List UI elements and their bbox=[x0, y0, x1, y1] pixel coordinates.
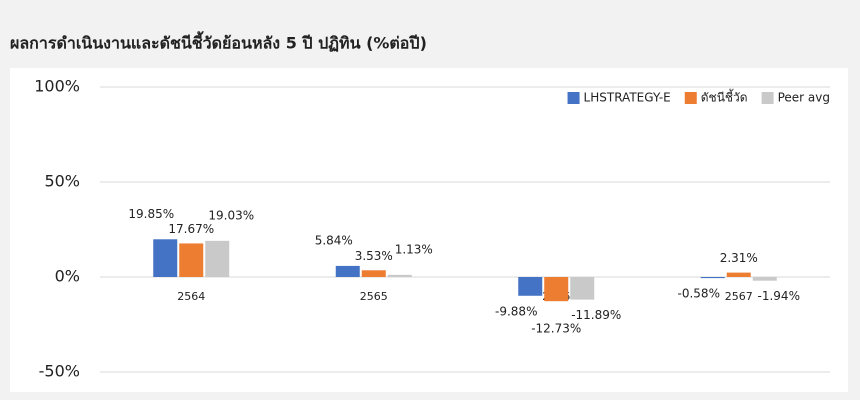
y-tick-label: 50% bbox=[44, 172, 80, 191]
value-label: 2.31% bbox=[720, 251, 758, 265]
value-label: 19.85% bbox=[128, 207, 174, 221]
x-tick-label: 2565 bbox=[360, 290, 388, 303]
chart-title: ผลการดำเนินงานและดัชนีชี้วัดย้อนหลัง 5 ป… bbox=[10, 31, 427, 53]
legend-swatch bbox=[761, 92, 774, 104]
value-label: 17.67% bbox=[168, 222, 214, 236]
bar bbox=[361, 270, 386, 277]
bar bbox=[700, 277, 725, 279]
value-label: 19.03% bbox=[208, 208, 254, 222]
bar bbox=[153, 239, 178, 277]
legend-swatch bbox=[567, 92, 580, 104]
legend-label: LHSTRATEGY-E bbox=[584, 91, 671, 105]
value-label: -9.88% bbox=[495, 304, 537, 318]
value-label: 5.84% bbox=[315, 233, 353, 247]
bar bbox=[544, 277, 569, 302]
legend-label: Peer avg bbox=[778, 91, 830, 105]
x-tick-label: 2564 bbox=[177, 290, 205, 303]
bar bbox=[387, 274, 412, 277]
value-label: -1.94% bbox=[758, 289, 800, 303]
bar bbox=[205, 240, 230, 277]
x-tick-label: 2567 bbox=[725, 290, 753, 303]
value-label: 1.13% bbox=[395, 242, 433, 256]
bar bbox=[752, 277, 777, 281]
bar bbox=[518, 277, 543, 296]
bar bbox=[179, 243, 204, 277]
value-label: 3.53% bbox=[355, 249, 393, 263]
y-tick-label: 0% bbox=[55, 267, 80, 286]
value-label: -0.58% bbox=[678, 287, 720, 301]
legend-swatch bbox=[684, 92, 697, 104]
plot-panel bbox=[10, 68, 848, 392]
legend-label: ดัชนีชี้วัด bbox=[701, 89, 748, 105]
value-label: -11.89% bbox=[571, 308, 621, 322]
bar bbox=[570, 277, 595, 300]
y-tick-label: 100% bbox=[34, 77, 80, 96]
bar bbox=[335, 265, 360, 277]
value-label: -12.73% bbox=[531, 322, 581, 336]
y-tick-label: -50% bbox=[39, 362, 80, 381]
bar bbox=[726, 272, 751, 277]
